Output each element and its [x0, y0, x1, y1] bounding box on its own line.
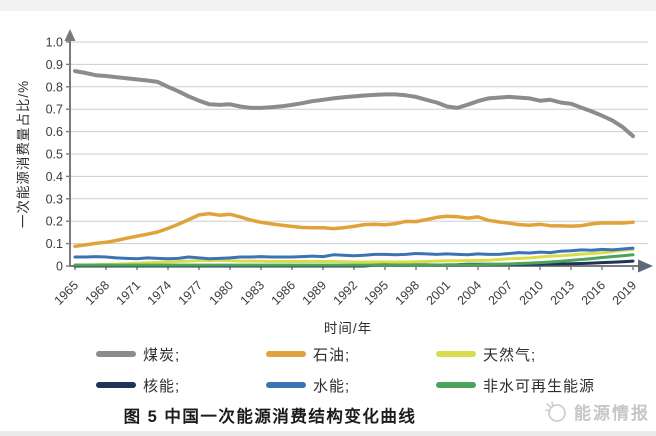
bottom-margin-strip	[0, 431, 656, 436]
svg-text:2004: 2004	[455, 278, 485, 308]
legend-swatch-gas	[436, 351, 476, 357]
top-margin-strip	[0, 0, 656, 11]
legend-swatch-nuclear	[96, 382, 136, 388]
svg-text:0.1: 0.1	[46, 237, 63, 251]
legend-label-coal: 煤炭;	[143, 346, 181, 364]
svg-text:1971: 1971	[114, 278, 144, 308]
legend-item-hydro: 水能;	[266, 376, 436, 395]
legend-swatch-oil	[266, 351, 306, 357]
svg-text:2019: 2019	[610, 278, 640, 308]
svg-text:0.8: 0.8	[46, 80, 63, 94]
svg-text:2010: 2010	[517, 278, 547, 308]
brand-watermark: 能源情报	[545, 399, 650, 424]
brand-logo-icon	[545, 400, 566, 422]
svg-text:1968: 1968	[83, 278, 113, 308]
legend-label-hydro: 水能;	[313, 377, 351, 395]
svg-text:1974: 1974	[145, 278, 175, 308]
svg-text:0.3: 0.3	[46, 192, 63, 206]
legend-item-coal: 煤炭;	[96, 345, 266, 364]
legend-label-renewables: 非水可再生能源	[483, 377, 596, 395]
svg-text:0.6: 0.6	[46, 125, 63, 139]
svg-text:2016: 2016	[579, 278, 609, 308]
legend-swatch-renewables	[436, 382, 476, 388]
svg-text:一次能源消费量占比/%: 一次能源消费量占比/%	[16, 80, 31, 228]
legend-label-gas: 天然气;	[483, 346, 537, 364]
svg-text:0: 0	[56, 260, 63, 274]
legend-label-nuclear: 核能;	[143, 377, 181, 395]
svg-text:1965: 1965	[52, 278, 82, 308]
legend-label-oil: 石油;	[313, 346, 351, 364]
svg-text:2001: 2001	[424, 278, 454, 308]
brand-name: 能源情报	[574, 404, 650, 423]
svg-text:2013: 2013	[548, 278, 578, 308]
legend-item-oil: 石油;	[266, 345, 436, 364]
svg-text:0.2: 0.2	[46, 215, 63, 229]
svg-text:0.4: 0.4	[46, 170, 63, 184]
svg-text:1986: 1986	[269, 278, 299, 308]
legend-item-gas: 天然气;	[436, 345, 656, 364]
svg-text:2007: 2007	[486, 278, 516, 308]
svg-text:1989: 1989	[300, 278, 330, 308]
figure-caption: 图 5 中国一次能源消费结构变化曲线	[123, 408, 417, 426]
svg-text:0.9: 0.9	[46, 58, 63, 72]
svg-text:1995: 1995	[362, 278, 392, 308]
svg-text:时间/年: 时间/年	[324, 321, 372, 336]
legend-item-nuclear: 核能;	[96, 376, 266, 395]
svg-text:1983: 1983	[238, 278, 268, 308]
svg-text:1998: 1998	[393, 278, 423, 308]
legend-swatch-hydro	[266, 382, 306, 388]
chart-legend: 煤炭; 石油; 天然气; 核能; 水能; 非水可再生能源	[96, 345, 656, 395]
svg-text:0.5: 0.5	[46, 148, 63, 162]
svg-text:1980: 1980	[207, 278, 237, 308]
svg-text:0.7: 0.7	[46, 103, 63, 117]
svg-text:1977: 1977	[176, 278, 206, 308]
svg-text:1992: 1992	[331, 278, 361, 308]
svg-text:1.0: 1.0	[46, 36, 63, 50]
legend-swatch-coal	[96, 351, 136, 357]
legend-item-renewables: 非水可再生能源	[436, 376, 656, 395]
